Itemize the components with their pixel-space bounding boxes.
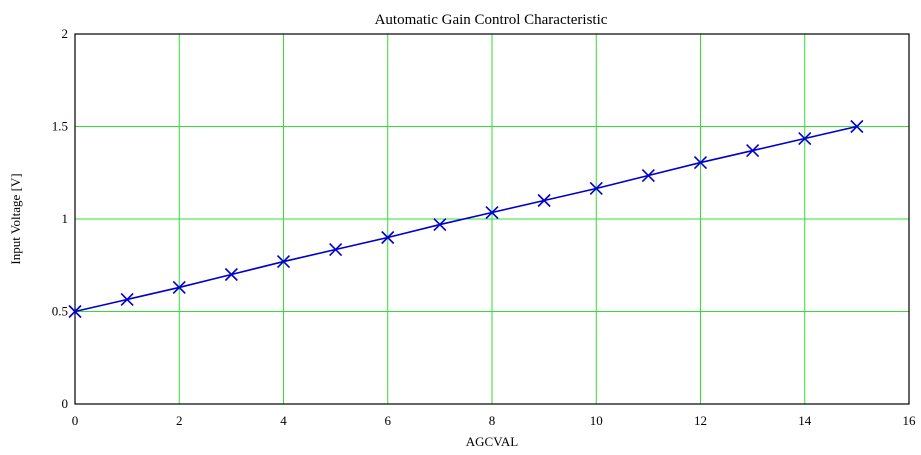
data-point-marker: [537, 193, 551, 208]
data-point-marker: [485, 205, 499, 220]
x-tick-labels: 0 2 4 6 8 10 12 14 16: [72, 413, 916, 428]
data-point-marker: [433, 217, 447, 232]
y-tick-label: 2: [62, 26, 69, 41]
grid-lines: [75, 34, 909, 404]
plot-frame: [74, 33, 910, 405]
x-tick-label: 16: [903, 413, 917, 428]
data-point-marker: [68, 304, 82, 319]
data-point-marker: [329, 242, 343, 257]
y-tick-label: 0.5: [52, 304, 68, 319]
x-tick-label: 12: [694, 413, 707, 428]
x-tick-label: 10: [590, 413, 603, 428]
series-layer: [68, 119, 864, 319]
data-point-marker: [381, 230, 395, 245]
data-point-marker: [798, 131, 812, 146]
series-line: [74, 125, 858, 313]
y-tick-label: 1: [62, 211, 69, 226]
data-point-marker: [693, 156, 708, 170]
data-point-marker: [746, 143, 760, 158]
x-axis-label: AGCVAL: [466, 434, 519, 449]
x-tick-label: 6: [385, 413, 392, 428]
data-point-marker: [276, 254, 291, 269]
x-tick-label: 14: [798, 413, 812, 428]
x-tick-label: 2: [176, 413, 183, 428]
data-point-marker: [641, 168, 655, 183]
y-tick-labels: 0 0.5 1 1.5 2: [52, 26, 68, 411]
y-tick-label: 0: [62, 396, 69, 411]
data-point-marker: [850, 119, 864, 134]
y-tick-label: 1.5: [52, 119, 68, 134]
data-point-marker: [120, 292, 134, 307]
x-tick-label: 4: [280, 413, 287, 428]
data-point-marker: [224, 267, 238, 282]
chart-title: Automatic Gain Control Characteristic: [375, 12, 608, 28]
x-tick-label: 8: [489, 413, 496, 428]
data-point-marker: [172, 280, 186, 295]
x-tick-label: 0: [72, 413, 79, 428]
data-point-marker: [589, 181, 603, 196]
y-axis-label: Input Voltage [V]: [8, 173, 23, 264]
